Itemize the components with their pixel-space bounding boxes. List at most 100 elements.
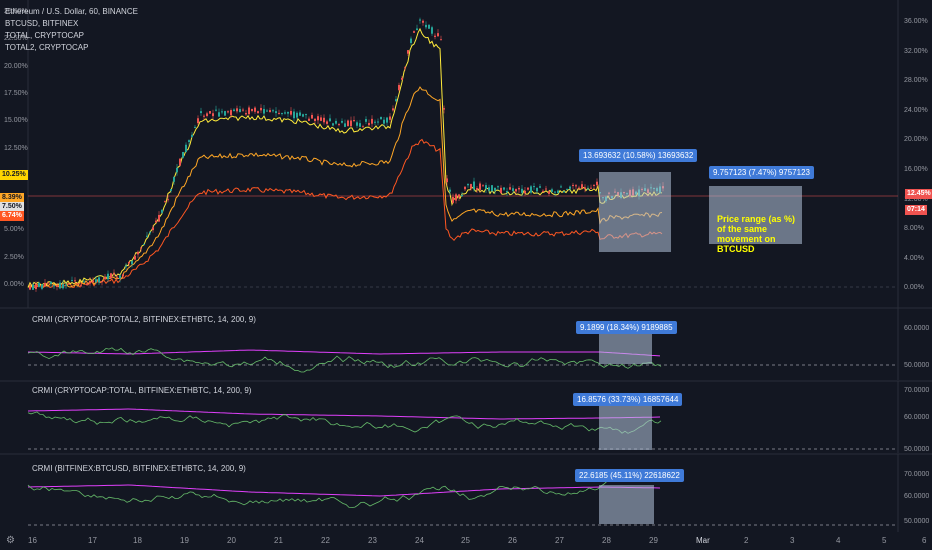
eth-candle: [578, 187, 580, 189]
eth-candle: [236, 108, 238, 112]
eth-candle: [344, 123, 346, 127]
eth-candle: [530, 186, 532, 193]
time-axis-label: 29: [649, 536, 658, 545]
eth-candle: [419, 19, 421, 21]
crmi-signal-line: [27, 484, 661, 497]
indicator-measure-box[interactable]: [599, 406, 652, 450]
eth-candle: [536, 187, 538, 192]
eth-candle: [584, 187, 586, 189]
left-axis-tick: 12.50%: [4, 144, 28, 152]
indicator-pane-btcusd[interactable]: CRMI (BITFINEX:BTCUSD, BITFINEX:ETHBTC, …: [0, 453, 932, 532]
eth-candle: [365, 119, 367, 122]
eth-candle: [158, 214, 160, 222]
eth-candle: [497, 186, 499, 188]
right-axis-tick: 16.00%: [904, 166, 928, 173]
legend-total[interactable]: TOTAL, CRYPTOCAP: [5, 31, 84, 40]
eth-candle: [440, 39, 442, 41]
time-axis-label: Mar: [696, 536, 710, 545]
eth-measure-box[interactable]: [599, 172, 671, 252]
eth-candle: [161, 209, 163, 213]
eth-candle: [524, 190, 526, 194]
time-axis-label: 22: [321, 536, 330, 545]
eth-candle: [140, 247, 142, 249]
eth-candle: [449, 189, 451, 192]
legend-total2[interactable]: TOTAL2, CRYPTOCAP: [5, 43, 89, 52]
time-axis-label: 20: [227, 536, 236, 545]
main-price-pane[interactable]: Ethereum / U.S. Dollar, 60, BINANCE BTCU…: [0, 0, 932, 308]
eth-candle: [233, 109, 235, 111]
main-chart-canvas[interactable]: [0, 0, 932, 308]
eth-candle: [377, 121, 379, 123]
eth-candle: [488, 187, 490, 191]
indicator-canvas[interactable]: [0, 307, 932, 380]
time-axis-label: 25: [461, 536, 470, 545]
time-axis-label: 18: [133, 536, 142, 545]
indicator-canvas[interactable]: [0, 380, 932, 453]
indicator-pane-total2[interactable]: CRMI (CRYPTOCAP:TOTAL2, BITFINEX:ETHBTC,…: [0, 307, 932, 380]
eth-candle: [566, 188, 568, 190]
eth-candle: [119, 275, 121, 279]
total-line: [27, 86, 663, 289]
time-axis-label: 16: [28, 536, 37, 545]
legend-btc[interactable]: BTCUSD, BITFINEX: [5, 19, 79, 28]
right-axis-tick: 0.00%: [904, 284, 924, 292]
eth-candle: [326, 121, 328, 124]
indicator-measure-box[interactable]: [599, 333, 652, 364]
eth-candle: [389, 116, 391, 120]
right-axis-tick: 20.00%: [904, 136, 928, 144]
indicator-tick: 50.0000: [904, 518, 930, 525]
eth-candle: [329, 118, 331, 122]
eth-candle: [491, 185, 493, 192]
eth-candle: [194, 126, 196, 128]
eth-candle: [551, 189, 553, 192]
legend-eth[interactable]: Ethereum / U.S. Dollar, 60, BINANCE: [5, 7, 138, 16]
eth-candle: [269, 110, 271, 113]
eth-candle: [308, 118, 310, 121]
left-axis-tick: 2.50%: [4, 253, 24, 261]
eth-candle: [107, 273, 109, 280]
eth-candle: [590, 187, 592, 189]
eth-candle: [29, 285, 31, 290]
indicator-title[interactable]: CRMI (BITFINEX:BTCUSD, BITFINEX:ETHBTC, …: [32, 464, 246, 473]
eth-candle: [122, 274, 124, 277]
eth-candle: [575, 185, 577, 187]
eth-candle: [410, 38, 412, 44]
eth-candle: [182, 151, 184, 158]
time-axis-label: 2: [744, 536, 749, 545]
indicator-measure-box[interactable]: [599, 485, 654, 524]
eth-candle: [323, 117, 325, 123]
eth-candle: [83, 281, 85, 283]
eth-candle: [44, 282, 46, 286]
legend: Ethereum / U.S. Dollar, 60, BINANCE BTCU…: [5, 6, 138, 54]
left-axis-tick: 25.00%: [4, 8, 28, 15]
btc-measure-box[interactable]: [709, 186, 802, 244]
indicator-title[interactable]: CRMI (CRYPTOCAP:TOTAL2, BITFINEX:ETHBTC,…: [32, 315, 256, 324]
indicator-tick: 60.0000: [904, 414, 930, 421]
indicator-pane-total[interactable]: CRMI (CRYPTOCAP:TOTAL, BITFINEX:ETHBTC, …: [0, 380, 932, 453]
eth-candle: [554, 191, 556, 193]
eth-candle: [47, 282, 49, 284]
eth-candle: [68, 283, 70, 285]
eth-candle: [446, 178, 448, 183]
eth-candle: [515, 189, 517, 192]
eth-candle: [557, 190, 559, 193]
left-axis-tick: 17.50%: [4, 89, 28, 97]
indicator-canvas[interactable]: [0, 453, 932, 532]
settings-gear-icon[interactable]: ⚙: [6, 535, 15, 546]
left-axis-tick: 20.00%: [4, 62, 28, 70]
eth-candle: [560, 186, 562, 188]
eth-candle: [248, 107, 250, 115]
eth-candle: [53, 285, 55, 287]
eth-candle: [404, 67, 406, 69]
note-line: of the same: [717, 224, 768, 234]
eth-candle: [362, 126, 364, 128]
time-axis-label: 27: [555, 536, 564, 545]
eth-candle: [428, 24, 430, 29]
eth-candle: [257, 111, 259, 114]
indicator-title[interactable]: CRMI (CRYPTOCAP:TOTAL, BITFINEX:ETHBTC, …: [32, 386, 252, 395]
eth-candle: [35, 283, 37, 290]
eth-candle: [371, 118, 373, 124]
eth-candle: [167, 199, 169, 201]
indicator-tick: 60.0000: [904, 493, 930, 500]
eth-candle: [155, 220, 157, 223]
